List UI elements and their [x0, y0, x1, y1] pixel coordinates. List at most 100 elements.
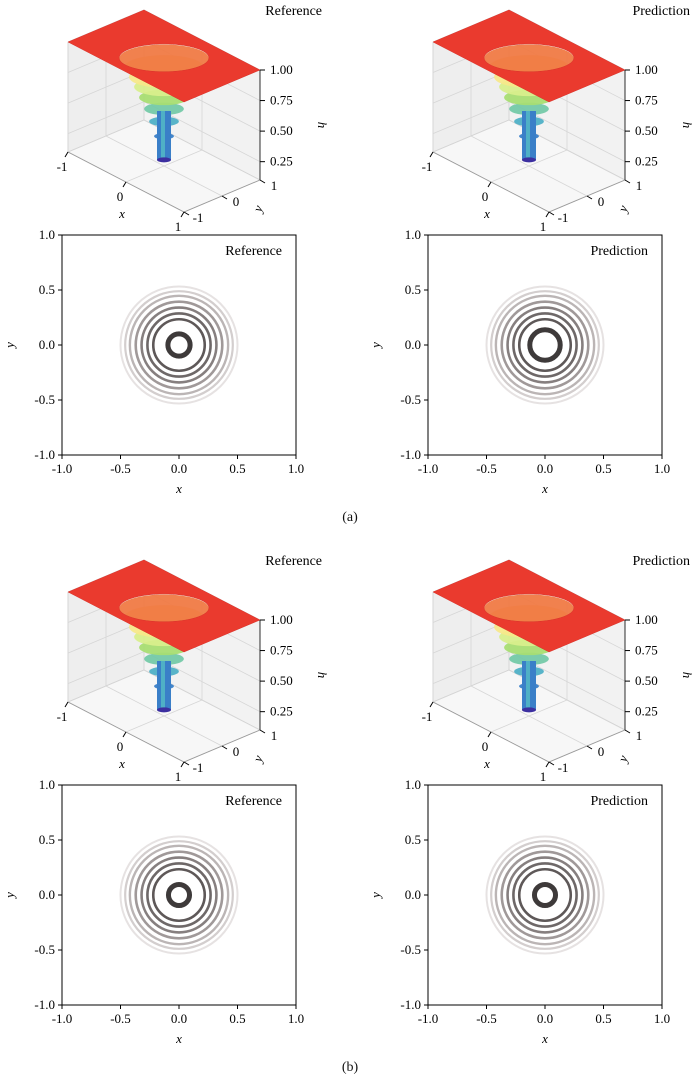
y-tick-mark — [221, 195, 228, 200]
surface-band — [509, 652, 549, 665]
y-tick-label: -1 — [193, 210, 204, 225]
plot-title: Prediction — [632, 4, 690, 19]
x-axis-label: x — [483, 756, 490, 771]
x-tick-label: -1.0 — [418, 1011, 439, 1026]
contour-line — [485, 285, 605, 405]
x-axis-label: x — [541, 1031, 548, 1046]
x-tick-label: 0.5 — [229, 461, 245, 476]
contour-line — [119, 835, 239, 955]
x-tick-label: -1 — [57, 709, 68, 724]
z-tick-label: 1.00 — [635, 62, 658, 77]
surface-column-highlight — [161, 661, 165, 710]
contour-line — [146, 312, 212, 378]
y-tick-label: 0.5 — [39, 282, 55, 297]
z-axis-label: h — [315, 122, 330, 129]
y-axis-label: y — [368, 342, 383, 350]
x-tick-label: 0 — [482, 189, 489, 204]
contour-line — [506, 306, 584, 384]
y-tick-label: 0.0 — [405, 887, 421, 902]
y-tick-mark — [586, 745, 593, 750]
y-tick-label: 0 — [598, 744, 605, 759]
y-tick-label: -1.0 — [34, 997, 55, 1012]
z-tick-label: 0.75 — [635, 643, 658, 658]
plot-frame — [61, 784, 297, 1006]
contour-line — [531, 881, 559, 909]
x-tick-label: 0.5 — [595, 1011, 611, 1026]
plot-title: Reference — [265, 4, 322, 19]
y-tick-mark — [259, 729, 266, 734]
z-tick-label: 0.50 — [270, 123, 293, 138]
x-axis-label: x — [541, 481, 548, 496]
x-tick-mark — [429, 701, 434, 708]
y-tick-mark — [548, 211, 555, 216]
x-tick-mark — [64, 701, 69, 708]
y-axis-label: y — [614, 203, 631, 216]
y-tick-label: 0 — [233, 194, 240, 209]
contour-plot-reference-a: -1.0 -0.5 0.0 0.5 1.0 1.0 0.5 0.0 -0.5 -1.0 x y Refe… — [2, 227, 304, 496]
plot-title: Prediction — [590, 244, 648, 259]
contour-line — [128, 844, 230, 946]
surface-band — [484, 594, 574, 623]
x-tick-label: 0.0 — [537, 1011, 553, 1026]
figure-panel-a: 0.25 0.50 0.75 1.00 h -1 0 1 x -1 0 1 y Reference 0.2… — [0, 0, 700, 540]
y-tick-label: 0.5 — [39, 832, 55, 847]
x-tick-label: 0.0 — [171, 461, 187, 476]
y-tick-label: 1.0 — [405, 227, 421, 242]
x-tick-label: 1.0 — [288, 461, 304, 476]
contour-plot-prediction-b: -1.0 -0.5 0.0 0.5 1.0 1.0 0.5 0.0 -0.5 -1.0 x y Pred… — [368, 777, 670, 1046]
y-tick-label: 1.0 — [39, 777, 55, 792]
x-tick-label: 1 — [175, 219, 182, 234]
y-tick-label: -1 — [558, 760, 569, 775]
y-tick-mark — [624, 179, 631, 184]
x-axis-label: x — [118, 206, 125, 221]
x-tick-label: 0.0 — [537, 461, 553, 476]
contour-line — [146, 862, 212, 928]
x-tick-label: 1.0 — [654, 461, 670, 476]
x-tick-mark — [122, 731, 127, 738]
surface-bottom — [522, 707, 536, 713]
y-tick-label: 1 — [636, 178, 643, 193]
y-tick-label: 0.0 — [405, 337, 421, 352]
z-tick-label: 1.00 — [270, 62, 293, 77]
plot-title: Reference — [225, 244, 282, 259]
x-tick-label: 0 — [482, 739, 489, 754]
z-tick-label: 1.00 — [635, 612, 658, 627]
x-tick-label: 0 — [117, 739, 124, 754]
plot-title: Reference — [265, 554, 322, 569]
z-tick-label: 0.25 — [635, 154, 658, 169]
y-tick-label: 0.0 — [39, 337, 55, 352]
surface-column-highlight — [526, 111, 530, 160]
plot-frame — [427, 234, 663, 456]
z-tick-label: 0.50 — [635, 123, 658, 138]
surface-band — [119, 44, 209, 73]
y-tick-label: -1.0 — [400, 447, 421, 462]
x-axis-label: x — [175, 1031, 182, 1046]
z-tick-label: 1.00 — [270, 612, 293, 627]
contour-line — [485, 835, 605, 955]
contour-plot-prediction-a: -1.0 -0.5 0.0 0.5 1.0 1.0 0.5 0.0 -0.5 -1.0 x y Pred… — [368, 227, 670, 496]
x-tick-label: 1 — [540, 219, 547, 234]
x-tick-mark — [429, 151, 434, 158]
x-tick-label: 0 — [117, 189, 124, 204]
z-axis-label: h — [315, 672, 330, 679]
y-tick-mark — [183, 761, 190, 766]
y-axis-label: y — [2, 892, 17, 900]
plot-frame — [427, 784, 663, 1006]
x-tick-label: 0.0 — [171, 1011, 187, 1026]
contour-line — [151, 317, 207, 373]
panel-b-caption: (b) — [341, 1060, 359, 1075]
y-tick-label: 1 — [636, 728, 643, 743]
x-tick-mark — [487, 181, 492, 188]
y-tick-mark — [548, 761, 555, 766]
y-tick-label: -1 — [558, 210, 569, 225]
x-axis-label: x — [175, 481, 182, 496]
y-axis-label: y — [614, 753, 631, 766]
x-tick-mark — [487, 731, 492, 738]
x-tick-label: 1 — [540, 769, 547, 784]
contour-line — [124, 840, 234, 950]
contour-plot-reference-b: -1.0 -0.5 0.0 0.5 1.0 1.0 0.5 0.0 -0.5 -1.0 x y Refe… — [2, 777, 304, 1046]
x-tick-label: -1.0 — [52, 1011, 73, 1026]
x-tick-label: 1.0 — [288, 1011, 304, 1026]
